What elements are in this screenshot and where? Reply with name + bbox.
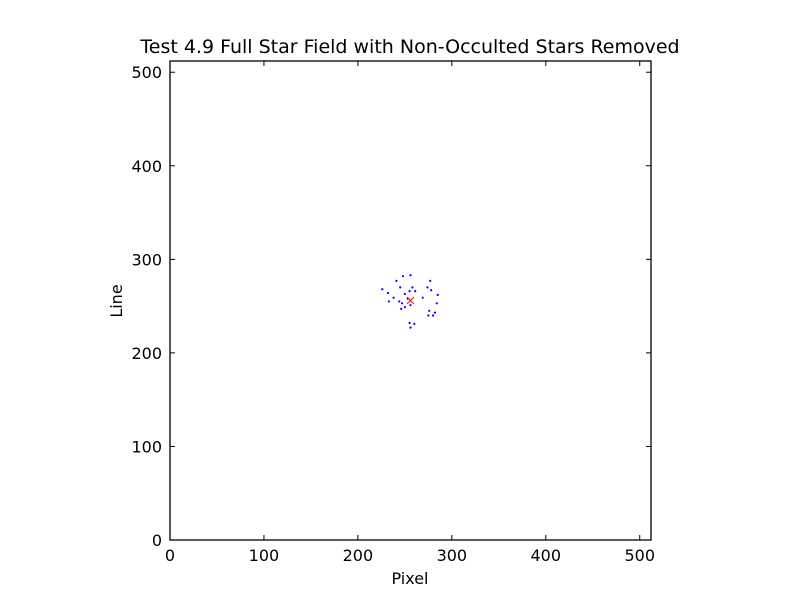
y-tick-label: 300 <box>131 250 162 269</box>
star-point <box>411 286 414 289</box>
star-point <box>381 288 384 291</box>
x-axis-label: Pixel <box>391 569 428 588</box>
star-point <box>430 289 433 292</box>
center-x-marker <box>406 296 415 305</box>
star-point <box>427 314 430 317</box>
star-point <box>428 309 431 312</box>
star-point <box>433 311 437 314</box>
x-tick-label: 400 <box>531 546 562 565</box>
star-point <box>395 279 398 282</box>
star-point <box>409 274 412 277</box>
axis-ticks: 0 100 200 300 400 500 0 100 200 300 400 500 <box>131 61 655 565</box>
star-point <box>413 322 416 325</box>
x-tick-label: 200 <box>343 546 374 565</box>
star-point <box>401 275 405 278</box>
star-point <box>386 291 390 295</box>
star-point <box>399 286 402 289</box>
star-point <box>400 302 404 305</box>
star-point <box>426 286 429 289</box>
star-point <box>409 326 412 329</box>
star-point <box>431 314 435 317</box>
star-point <box>403 292 406 296</box>
star-point <box>408 290 411 293</box>
x-tick-label: 100 <box>249 546 280 565</box>
plot-area <box>381 274 439 329</box>
star-point <box>421 296 424 299</box>
star-point <box>400 307 403 311</box>
star-point <box>398 300 401 303</box>
y-tick-label: 200 <box>131 344 162 363</box>
star-point <box>429 279 432 282</box>
star-point <box>392 296 395 299</box>
y-tick-label: 500 <box>131 63 162 82</box>
x-tick-label: 0 <box>165 546 175 565</box>
plot-frame <box>169 60 652 541</box>
star-point <box>436 293 439 296</box>
star-point <box>387 300 390 303</box>
star-point <box>403 305 406 309</box>
y-tick-label: 100 <box>131 437 162 456</box>
chart-title: Test 4.9 Full Star Field with Non-Occult… <box>139 36 679 58</box>
star-point <box>414 290 417 293</box>
x-tick-label: 500 <box>624 546 655 565</box>
star-point <box>409 304 412 307</box>
y-axis-label: Line <box>107 284 126 317</box>
star-point <box>408 321 411 325</box>
y-tick-label: 400 <box>131 157 162 176</box>
star-point <box>435 302 438 305</box>
y-tick-label: 0 <box>152 531 162 550</box>
x-tick-label: 300 <box>437 546 468 565</box>
